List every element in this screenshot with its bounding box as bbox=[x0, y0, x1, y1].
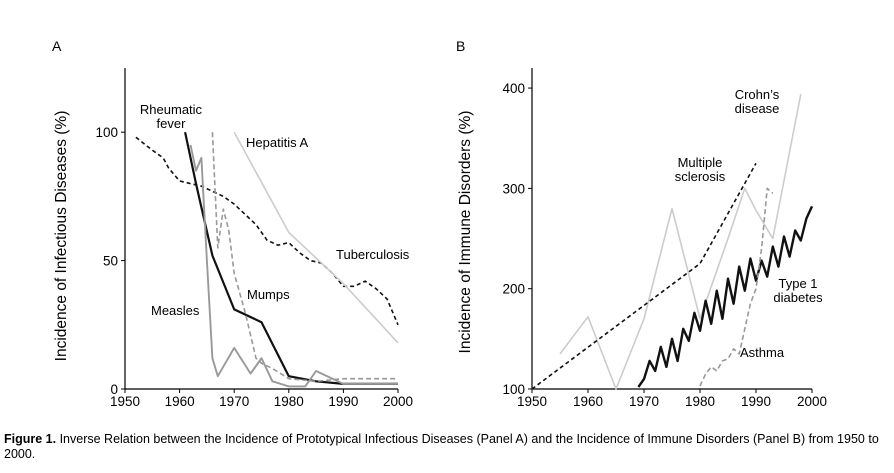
caption-text: Inverse Relation between the Incidence o… bbox=[4, 432, 879, 461]
panel-b-series-type-1-diabetes bbox=[637, 205, 814, 388]
panel-b-x-tick-label: 1980 bbox=[685, 394, 715, 409]
panel-a-label-mumps: Mumps bbox=[247, 287, 290, 302]
panel-b-label-crohn-s-disease: Crohn’s disease bbox=[735, 87, 780, 116]
panel-b-y-tick-label: 400 bbox=[502, 81, 525, 96]
panel-a-x-tick-label: 1950 bbox=[110, 394, 140, 409]
panel-b-label-asthma: Asthma bbox=[740, 345, 785, 360]
panel-b-label-multiple-sclerosis: Multiple sclerosis bbox=[675, 155, 726, 184]
panel-b: B Incidence of Immune Disorders (%) 1950… bbox=[456, 38, 827, 409]
caption-label: Figure 1. bbox=[4, 432, 57, 446]
panel-a-x-tick-label: 2000 bbox=[383, 394, 413, 409]
panel-a-series-mumps bbox=[211, 132, 398, 383]
panel-b-y-axis-label: Incidence of Immune Disorders (%) bbox=[457, 111, 474, 354]
panel-a-y-tick-label: 100 bbox=[95, 125, 118, 140]
panel-a-series-tuberculosis bbox=[135, 136, 399, 326]
panel-b-x-tick-label: 1950 bbox=[517, 394, 547, 409]
panel-a-x-tick-label: 1980 bbox=[274, 394, 304, 409]
panel-b-label-type-1-diabetes: Type 1 diabetes bbox=[773, 276, 823, 305]
panel-a: A Incidence of Infectious Diseases (%) 1… bbox=[52, 38, 413, 409]
panel-b-x-tick-label: 1970 bbox=[629, 394, 659, 409]
panel-a-label: A bbox=[52, 38, 62, 54]
panel-a-label-tuberculosis: Tuberculosis bbox=[336, 247, 410, 262]
panel-a-series-measles bbox=[189, 144, 398, 388]
panel-a-x-tick-label: 1970 bbox=[219, 394, 249, 409]
panel-b-series-crohn-s-disease bbox=[559, 93, 802, 390]
panel-a-label-hepatitis-a: Hepatitis A bbox=[246, 135, 308, 150]
panel-b-y-tick-label: 200 bbox=[502, 282, 525, 297]
panel-b-series-multiple-sclerosis bbox=[531, 162, 757, 390]
panel-a-y-axis-label: Incidence of Infectious Diseases (%) bbox=[53, 111, 70, 362]
panel-b-x-tick-label: 2000 bbox=[797, 394, 827, 409]
panel-a-y-tick-label: 50 bbox=[103, 254, 118, 269]
panel-b-y-tick-label: 100 bbox=[502, 382, 525, 397]
panel-a-x-tick-label: 1960 bbox=[165, 394, 195, 409]
panel-a-x-tick-label: 1990 bbox=[328, 394, 358, 409]
panel-b-x-tick-label: 1990 bbox=[741, 394, 771, 409]
panel-a-label-measles: Measles bbox=[151, 303, 200, 318]
panel-b-label: B bbox=[456, 38, 465, 54]
figure-caption: Figure 1. Inverse Relation between the I… bbox=[4, 432, 888, 462]
panel-a-series-hepatitis-a bbox=[233, 131, 399, 344]
panel-a-label-rheumatic-fever: Rheumatic fever bbox=[140, 102, 203, 131]
panel-b-y-tick-label: 300 bbox=[502, 181, 525, 196]
panel-b-x-tick-label: 1960 bbox=[573, 394, 603, 409]
panel-a-y-tick-label: 0 bbox=[110, 382, 118, 397]
